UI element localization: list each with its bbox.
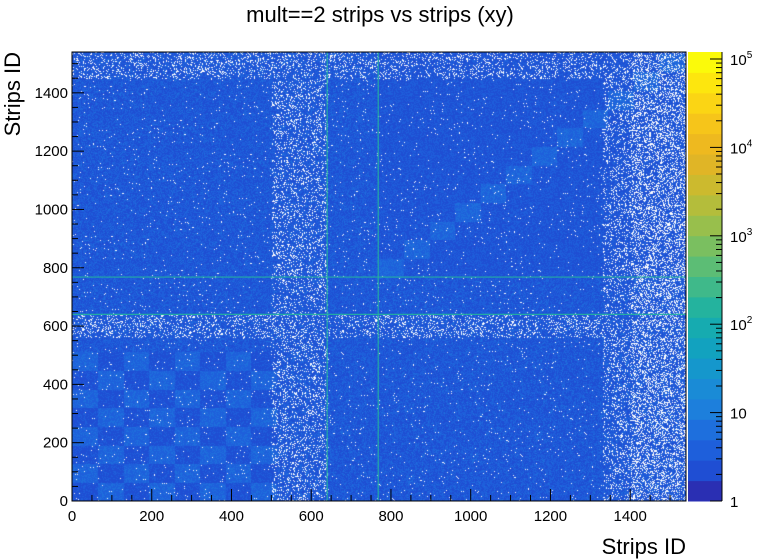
y-axis-label: Strips ID [0,52,25,136]
chart-title: mult==2 strips vs strips (xy) [246,2,514,27]
y-tick-label: 400 [43,376,68,393]
color-scale-swatch [688,276,722,298]
color-scale-swatch [688,113,722,135]
color-scale-swatch [688,378,722,400]
x-tick-label: 1000 [454,508,487,525]
y-tick-label: 200 [43,435,68,452]
color-scale-axis: 1 10 102 103 104 105 [710,50,753,511]
y-tick-label: 1200 [35,143,68,160]
x-tick-label: 600 [299,508,324,525]
color-scale-swatch [688,154,722,175]
color-scale-swatch [688,317,722,339]
color-scale-swatch [688,460,722,482]
x-tick-label: 1200 [534,508,567,525]
y-tick-label: 1000 [35,201,68,218]
color-scale-swatch [688,439,722,461]
x-axis: 0 200 400 600 800 1000 1200 1400 [68,489,671,525]
x-tick-label: 400 [219,508,244,525]
y-axis: 0 200 400 600 800 1000 1200 1400 [35,63,84,510]
color-scale-swatch [688,480,722,502]
plot-frame [71,51,687,502]
x-tick-label: 800 [378,508,403,525]
color-scale-swatch [688,419,722,441]
color-scale-swatch [688,174,722,196]
color-scale-swatch [688,194,722,216]
color-scale-swatch [688,398,722,420]
color-scale-tick-label: 104 [730,138,753,157]
y-tick-label: 600 [43,318,68,335]
y-tick-label: 0 [60,493,68,510]
color-scale-swatch [688,358,722,380]
color-scale-swatch [688,337,722,359]
color-scale-swatch [688,72,722,94]
color-scale-swatch [688,256,722,277]
color-scale-swatch [688,133,722,155]
color-scale-bar [688,52,723,502]
color-scale-swatch [688,52,722,73]
color-scale-tick-label: 103 [730,227,753,246]
color-scale-tick-label: 102 [730,315,753,334]
heatmap-plot-area [71,51,687,502]
color-scale-tick-label: 105 [730,50,753,69]
x-axis-label: Strips ID [602,534,686,559]
y-tick-label: 800 [43,260,68,277]
color-scale-tick-label: 10 [730,406,747,423]
color-scale-swatch [688,215,722,237]
color-scale-tick-label: 1 [730,494,738,511]
color-scale-swatch [688,296,722,318]
x-tick-label: 1400 [613,508,646,525]
x-tick-label: 0 [68,508,76,525]
y-tick-label: 1400 [35,85,68,102]
x-tick-label: 200 [139,508,164,525]
color-scale-swatch [688,92,722,114]
color-scale-swatch [688,235,722,257]
